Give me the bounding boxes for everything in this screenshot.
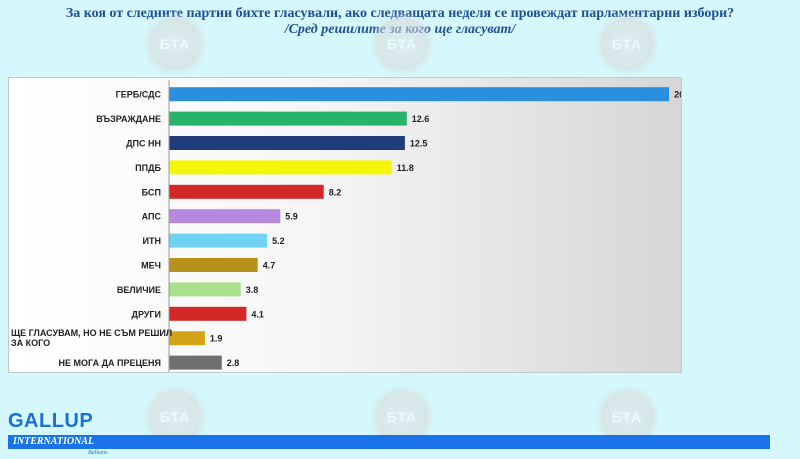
data-label: 12.5 — [410, 139, 428, 149]
bar — [169, 355, 222, 370]
bar — [169, 160, 392, 175]
bar — [169, 331, 205, 346]
bta-watermark: БТА — [370, 12, 434, 76]
gallup-logo: GALLUP — [8, 410, 94, 432]
logo-region: Balkans — [88, 450, 108, 456]
data-label: 1.9 — [210, 334, 223, 344]
category-label: БСП — [142, 187, 161, 197]
category-label: АПС — [142, 212, 162, 222]
data-label: 4.7 — [263, 261, 276, 271]
logo-bar — [8, 435, 770, 449]
bta-watermark: БТА — [595, 12, 659, 76]
category-label: ЩЕ ГЛАСУВАМ, НО НЕ СЪМ РЕШИЛ ЗА КОГО — [11, 328, 172, 348]
chart-panel: 26.5 ГЕРБ/СДС 12.6 ВЪЗРАЖДАНЕ 12.5 ДПС НН 11.8… — [8, 77, 682, 373]
category-label: ГЕРБ/СДС — [116, 90, 162, 100]
category-label: ППДБ — [135, 163, 161, 173]
bar — [169, 184, 324, 199]
bar — [169, 111, 407, 126]
data-label: 12.6 — [412, 114, 430, 124]
data-label: 5.2 — [272, 236, 285, 246]
category-label: ИТН — [143, 236, 161, 246]
category-label: НЕ МОГА ДА ПРЕЦЕНЯ — [59, 358, 161, 368]
data-label: 2.8 — [227, 358, 240, 368]
bar — [169, 282, 241, 297]
logo-subtitle: INTERNATIONAL — [13, 436, 95, 447]
bar — [169, 306, 247, 321]
bar — [169, 209, 281, 224]
data-label: 26.5 — [674, 90, 681, 100]
data-label: 11.8 — [397, 163, 414, 173]
data-label: 5.9 — [285, 212, 298, 222]
bar — [169, 87, 670, 102]
category-label: ВЪЗРАЖДАНЕ — [96, 114, 161, 124]
data-label: 8.2 — [329, 187, 342, 197]
category-label: МЕЧ — [141, 261, 161, 271]
bta-watermark: БТА — [143, 12, 207, 76]
category-label: ДРУГИ — [132, 309, 161, 319]
category-label: ДПС НН — [126, 139, 161, 149]
bar — [169, 258, 258, 272]
bar — [169, 136, 405, 150]
bar — [169, 233, 268, 248]
bar-chart: 26.5 ГЕРБ/СДС 12.6 ВЪЗРАЖДАНЕ 12.5 ДПС НН 11.8… — [11, 80, 681, 372]
data-label: 4.1 — [251, 309, 264, 319]
category-label: ВЕЛИЧИЕ — [117, 285, 161, 295]
data-label: 3.8 — [246, 285, 259, 295]
